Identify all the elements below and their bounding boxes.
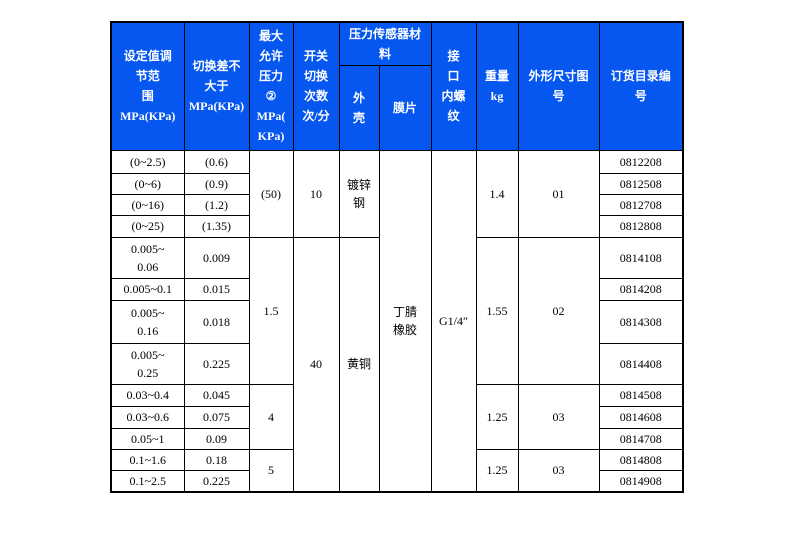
cell-catalog-code: 0812508: [598, 172, 684, 195]
header-shell: 外 壳: [338, 64, 380, 151]
cell-set-range: 0.005~ 0.06: [110, 236, 185, 279]
cell-switch-diff: 0.225: [183, 469, 250, 493]
cell-catalog-code: 0814608: [598, 405, 684, 429]
header-switch-diff: 切换差不 大于 MPa(KPa): [183, 21, 250, 151]
table-row: (0~2.5) (0.6) (50) 10 镀锌 钢 丁腈 橡胶 G1/4″ 1…: [110, 149, 684, 493]
cell-weight: 1.25: [475, 383, 519, 450]
cell-set-range: 0.03~0.6: [110, 405, 185, 429]
header-port-thread: 接 口 内螺 纹: [430, 21, 477, 151]
table-row: 0.005~0.1 0.015 0814208: [110, 277, 684, 301]
cell-switch-diff: 0.225: [183, 342, 250, 385]
cell-switch-diff: 0.075: [183, 405, 250, 429]
cell-switch-freq: 40: [292, 236, 340, 493]
cell-diaphragm-material: 丁腈 橡胶: [378, 149, 432, 493]
cell-dim-drawing-no: 01: [517, 149, 600, 238]
cell-catalog-code: 0814408: [598, 342, 684, 385]
table-row: 0.005~ 0.25 0.225 0814408: [110, 342, 684, 385]
cell-switch-diff: 0.09: [183, 427, 250, 450]
cell-switch-diff: 0.045: [183, 383, 250, 407]
cell-switch-diff: (0.9): [183, 172, 250, 195]
cell-max-pressure: 4: [248, 383, 294, 450]
cell-switch-diff: (1.35): [183, 214, 250, 238]
cell-dim-drawing-no: 03: [517, 383, 600, 450]
cell-switch-diff: 0.018: [183, 299, 250, 344]
table-row: 0.1~2.5 0.225 0814908: [110, 469, 684, 493]
cell-set-range: (0~2.5): [110, 149, 185, 174]
cell-switch-diff: 0.18: [183, 448, 250, 471]
cell-set-range: 0.1~1.6: [110, 448, 185, 471]
header-diaphragm: 膜片: [378, 64, 432, 151]
cell-weight: 1.4: [475, 149, 519, 238]
table-row: 0.1~1.6 0.18 5 1.25 03 0814808: [110, 448, 684, 493]
cell-max-pressure: 1.5: [248, 236, 294, 385]
cell-set-range: 0.05~1: [110, 427, 185, 450]
cell-set-range: 0.005~0.1: [110, 277, 185, 301]
cell-catalog-code: 0812208: [598, 149, 684, 174]
cell-catalog-code: 0814908: [598, 469, 684, 493]
cell-catalog-code: 0814208: [598, 277, 684, 301]
header-switch-freq: 开关 切换 次数 次/分: [292, 21, 340, 151]
table-row: 0.03~0.6 0.075 0814608: [110, 405, 684, 429]
cell-set-range: 0.005~ 0.25: [110, 342, 185, 385]
header-set-range: 设定值调 节范 围 MPa(KPa): [110, 21, 185, 151]
cell-switch-diff: 0.015: [183, 277, 250, 301]
table-row: (0~16) (1.2) 0812708: [110, 193, 684, 216]
table-row: 0.005~ 0.06 0.009 1.5 40 黄铜 1.55 02 0814…: [110, 236, 684, 493]
header-sensor-material-group: 压力传感器材 料: [338, 21, 432, 66]
cell-max-pressure: (50): [248, 149, 294, 238]
cell-switch-diff: 0.009: [183, 236, 250, 279]
cell-catalog-code: 0814508: [598, 383, 684, 407]
cell-shell-material: 黄铜: [338, 236, 380, 493]
header-max-pressure: 最大 允许 压力 ② MPa( KPa): [248, 21, 294, 151]
header-dim-drawing-no: 外形尺寸图 号: [517, 21, 600, 151]
table-row: (0~6) (0.9) 0812508: [110, 172, 684, 195]
table-row: 0.005~ 0.16 0.018 0814308: [110, 299, 684, 344]
cell-switch-diff: (1.2): [183, 193, 250, 216]
cell-set-range: (0~25): [110, 214, 185, 238]
cell-port-thread: G1/4″: [430, 149, 477, 493]
cell-switch-diff: (0.6): [183, 149, 250, 174]
cell-weight: 1.55: [475, 236, 519, 385]
cell-catalog-code: 0812708: [598, 193, 684, 216]
cell-catalog-code: 0814308: [598, 299, 684, 344]
cell-dim-drawing-no: 02: [517, 236, 600, 385]
spec-table-container: 设定值调 节范 围 MPa(KPa) 切换差不 大于 MPa(KPa) 最大 允…: [110, 21, 685, 493]
cell-set-range: (0~6): [110, 172, 185, 195]
cell-set-range: 0.03~0.4: [110, 383, 185, 407]
cell-catalog-code: 0814708: [598, 427, 684, 450]
header-catalog-no: 订货目录编 号: [598, 21, 684, 151]
table-row: 0.05~1 0.09 0814708: [110, 427, 684, 450]
cell-switch-freq: 10: [292, 149, 340, 238]
cell-weight: 1.25: [475, 448, 519, 493]
cell-set-range: 0.005~ 0.16: [110, 299, 185, 344]
cell-catalog-code: 0812808: [598, 214, 684, 238]
cell-shell-material: 镀锌 钢: [338, 149, 380, 238]
cell-dim-drawing-no: 03: [517, 448, 600, 493]
cell-max-pressure: 5: [248, 448, 294, 493]
header-weight: 重量 kg: [475, 21, 519, 151]
cell-set-range: (0~16): [110, 193, 185, 216]
cell-set-range: 0.1~2.5: [110, 469, 185, 493]
cell-catalog-code: 0814108: [598, 236, 684, 279]
cell-catalog-code: 0814808: [598, 448, 684, 471]
pressure-switch-spec-table: 设定值调 节范 围 MPa(KPa) 切换差不 大于 MPa(KPa) 最大 允…: [110, 21, 685, 493]
